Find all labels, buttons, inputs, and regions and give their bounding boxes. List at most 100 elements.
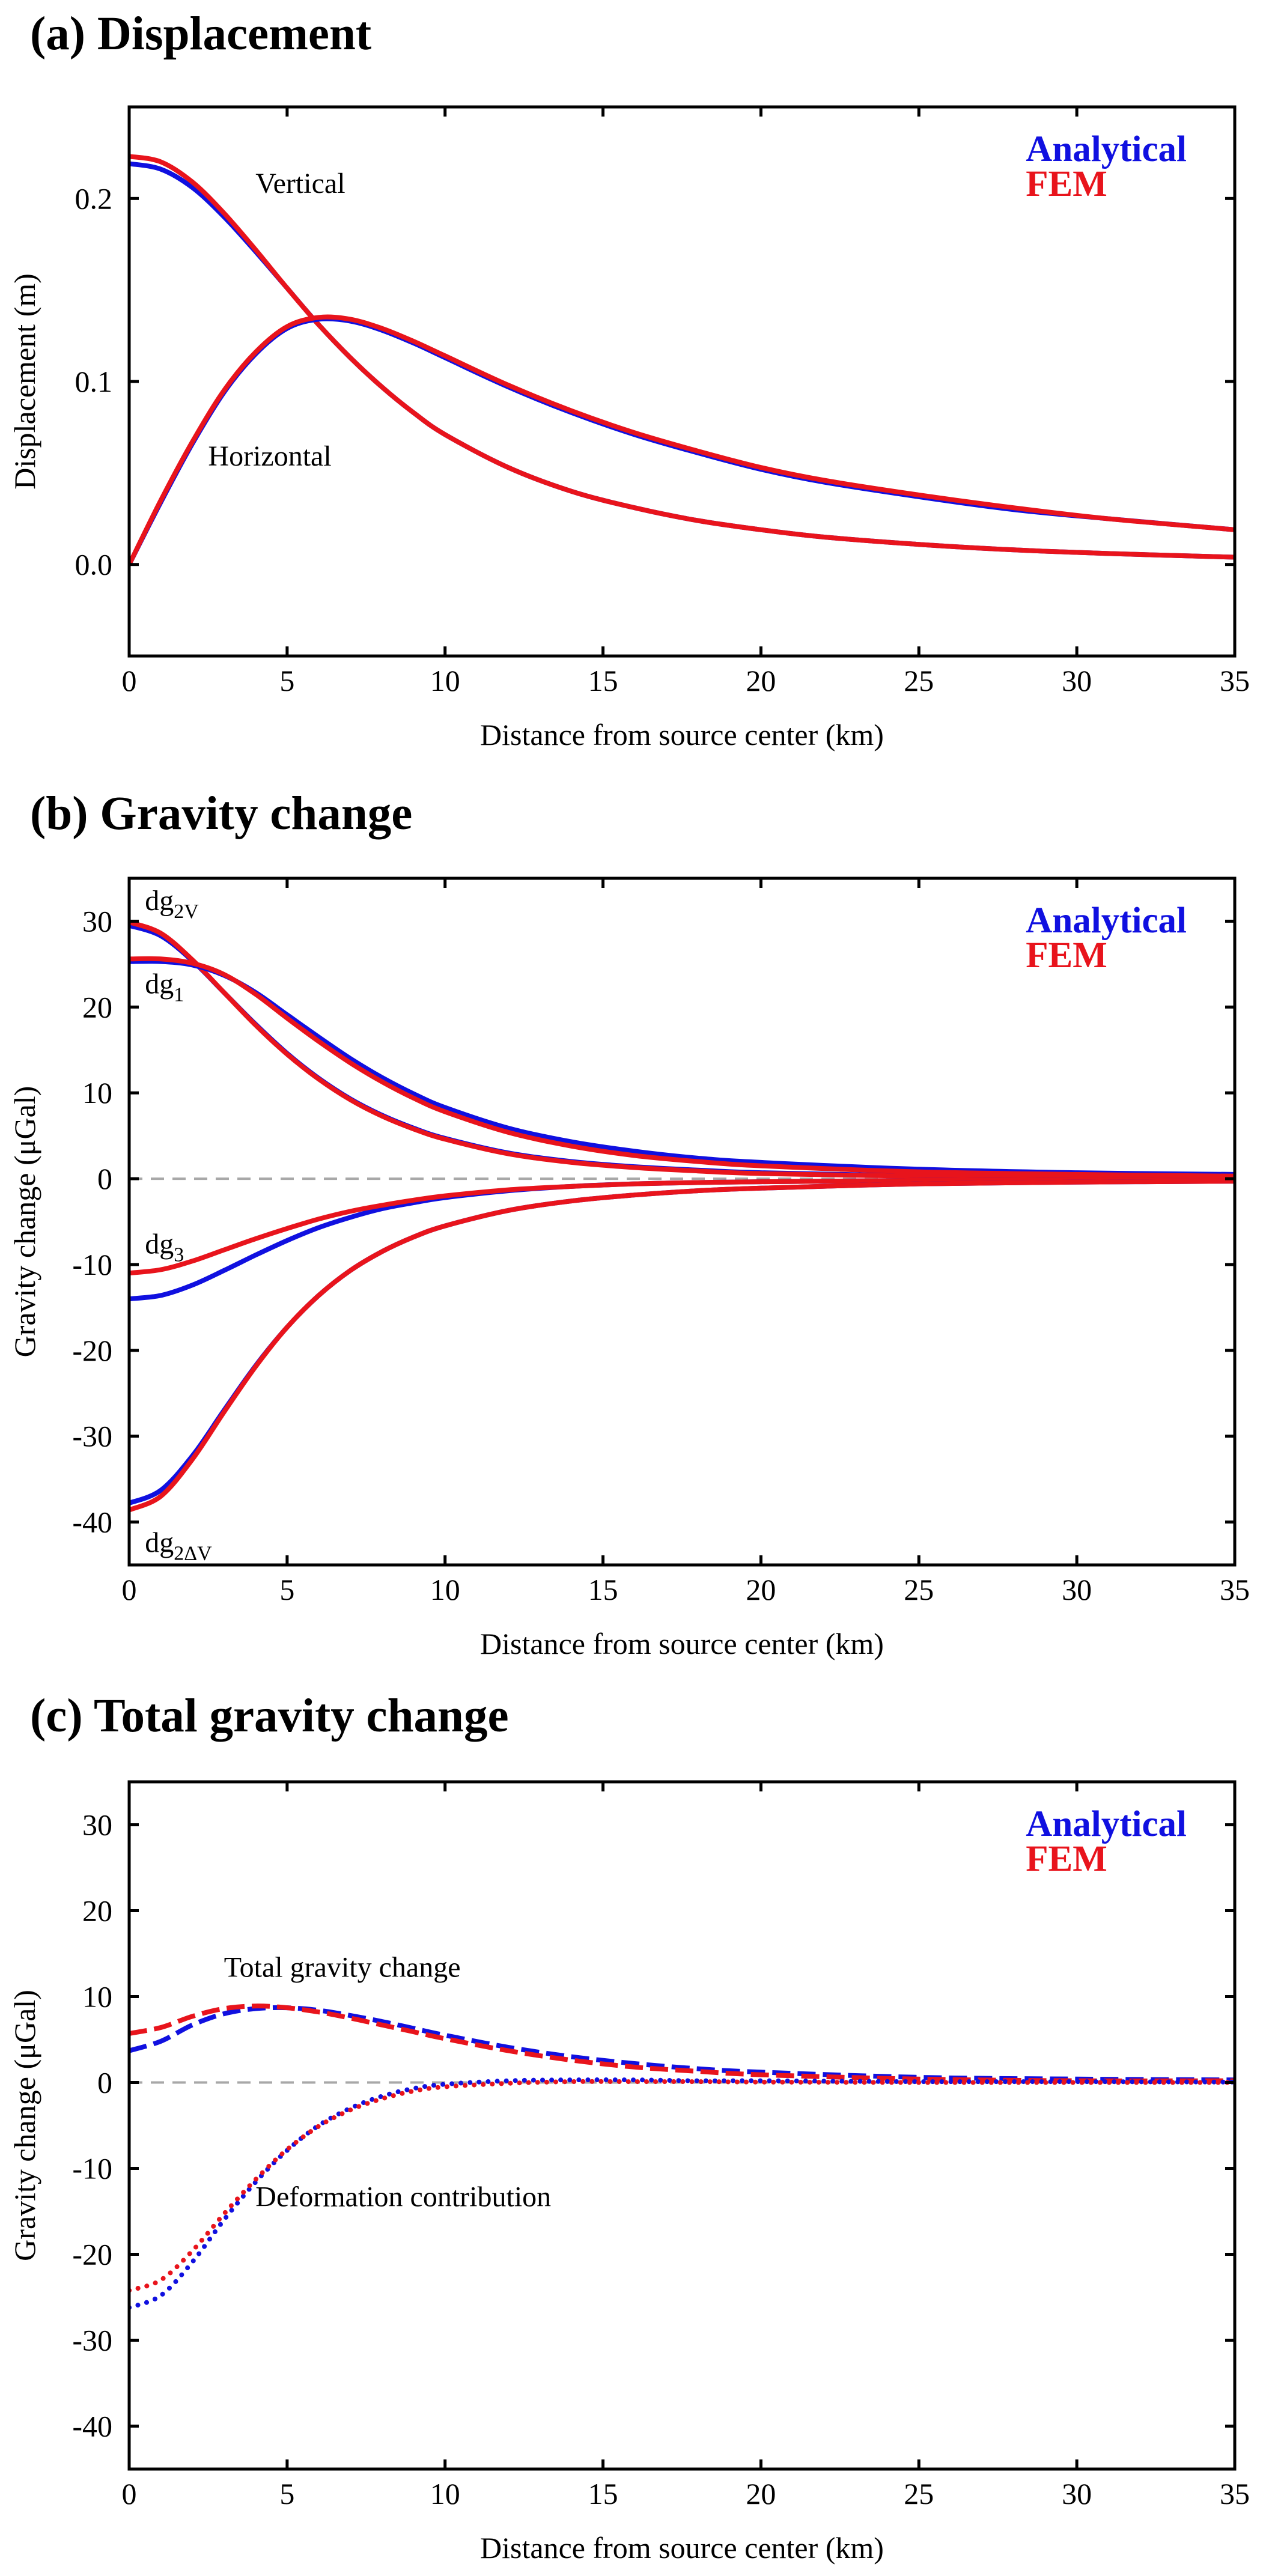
legend-entry-analytical: Analytical <box>1026 901 1187 941</box>
plot-frame <box>127 1780 1237 2471</box>
y-axis-label: Displacement (m) <box>8 273 41 490</box>
y-tick-label: 0.1 <box>75 365 113 398</box>
annotation-text: dg <box>145 885 174 917</box>
y-tick-label: 10 <box>82 1980 112 2014</box>
series-line-horizontal-fem <box>129 314 1235 566</box>
legend-entry-fem: FEM <box>1026 164 1107 204</box>
annotation-subscript: 2ΔV <box>174 1543 212 1565</box>
x-tick-label: 5 <box>279 2477 294 2511</box>
y-tick-label: -30 <box>72 1420 112 1453</box>
annotation-text: dg <box>145 968 174 1000</box>
x-tick-label: 15 <box>588 664 618 697</box>
series-line-dg3-fem <box>129 1177 1235 1276</box>
annotation-text: dg <box>145 1527 174 1559</box>
annotation-horizontal: Horizontal <box>208 440 331 472</box>
x-tick-label: 10 <box>430 2477 460 2511</box>
x-tick-label: 15 <box>588 1573 618 1606</box>
y-axis-label: Gravity change (μGal) <box>8 1990 41 2261</box>
series-line-deformation-contribution-analytical <box>129 2077 1235 2310</box>
series-line-total-gravity-change-analytical <box>129 2005 1235 2083</box>
annotation-text: Horizontal <box>208 440 331 472</box>
x-tick-label: 35 <box>1220 1573 1250 1606</box>
series-group <box>129 920 1235 1513</box>
y-tick-label: -30 <box>72 2324 112 2357</box>
x-tick-label: 0 <box>122 2477 137 2511</box>
panel-displacement: (a) Displacement 0 5 10 15 20 25 30 35 0.0 0.1 0.2 D… <box>8 8 1250 752</box>
x-tick-label: 15 <box>588 2477 618 2511</box>
legend-entry-analytical: Analytical <box>1026 129 1187 169</box>
series-line-dg1-analytical <box>129 959 1235 1177</box>
annotation-subscript: 1 <box>174 983 184 1006</box>
x-tick-label: 20 <box>746 2477 776 2511</box>
series-line-dg3-analytical <box>129 1177 1235 1302</box>
series-group <box>129 2003 1235 2310</box>
series-line-dg2v-fem <box>129 920 1235 1180</box>
x-tick-label: 35 <box>1220 664 1250 697</box>
annotation-dg-2v: dg2V <box>145 885 199 923</box>
y-tick-label: 20 <box>82 990 112 1024</box>
x-axis-label: Distance from source center (km) <box>480 2531 884 2565</box>
legend-entry-fem: FEM <box>1026 1839 1107 1879</box>
y-tick-label: 30 <box>82 1808 112 1842</box>
x-tick-label: 25 <box>904 2477 934 2511</box>
y-tick-label: 30 <box>82 904 112 938</box>
x-tick-label: 5 <box>279 1573 294 1606</box>
annotation-dg-3: dg3 <box>145 1228 184 1266</box>
x-tick-label: 25 <box>904 664 934 697</box>
series-line-dg1-fem <box>129 956 1235 1179</box>
series-line-vertical-fem <box>129 154 1235 560</box>
annotation-dg-2-v: dg2ΔV <box>145 1527 212 1565</box>
series-line-dg2-v-analytical <box>129 1179 1235 1505</box>
panel-total-gravity-change: (c) Total gravity change 0 5 10 15 20 25 30 35 -4… <box>8 1690 1250 2565</box>
x-tick-label: 0 <box>122 1573 137 1606</box>
x-tick-label: 25 <box>904 1573 934 1606</box>
panel-title: (b) Gravity change <box>30 788 412 840</box>
annotation-dg-1: dg1 <box>145 968 184 1006</box>
series-line-dg2-v-fem <box>129 1179 1235 1513</box>
series-line-total-gravity-change-fem <box>129 2003 1235 2083</box>
annotation-subscript: 2V <box>174 901 199 923</box>
x-tick-label: 10 <box>430 664 460 697</box>
x-tick-label: 30 <box>1062 664 1092 697</box>
annotation-total-gravity-change: Total gravity change <box>224 1952 461 1984</box>
series-group <box>129 154 1235 566</box>
x-tick-label: 30 <box>1062 1573 1092 1606</box>
panel-title: (a) Displacement <box>30 8 371 60</box>
series-line-vertical-analytical <box>129 161 1235 560</box>
annotation-text: Total gravity change <box>224 1952 461 1984</box>
y-tick-label: 0.2 <box>75 181 113 215</box>
y-tick-label: -20 <box>72 1334 112 1367</box>
annotation-text: Deformation contribution <box>255 2181 551 2213</box>
annotation-text: dg <box>145 1228 174 1260</box>
x-tick-label: 20 <box>746 664 776 697</box>
x-tick-label: 20 <box>746 1573 776 1606</box>
legend-entry-analytical: Analytical <box>1026 1804 1187 1844</box>
legend-entry-fem: FEM <box>1026 935 1107 976</box>
annotation-text: Vertical <box>255 168 345 199</box>
x-axis-label: Distance from source center (km) <box>480 718 884 752</box>
x-tick-label: 0 <box>122 664 137 697</box>
y-tick-label: 20 <box>82 1894 112 1928</box>
annotation-deformation-contribution: Deformation contribution <box>255 2181 551 2213</box>
x-tick-label: 35 <box>1220 2477 1250 2511</box>
y-tick-label: -10 <box>72 1248 112 1281</box>
y-tick-label: 0.0 <box>75 548 113 582</box>
annotation-subscript: 3 <box>174 1244 184 1266</box>
y-axis-label: Gravity change (μGal) <box>8 1086 41 1358</box>
x-tick-label: 5 <box>279 664 294 697</box>
y-tick-label: -40 <box>72 2410 112 2443</box>
y-tick-label: -40 <box>72 1505 112 1539</box>
y-tick-label: -10 <box>72 2152 112 2186</box>
plot-frame <box>127 876 1237 1567</box>
y-tick-label: -20 <box>72 2238 112 2271</box>
x-tick-label: 30 <box>1062 2477 1092 2511</box>
x-tick-label: 10 <box>430 1573 460 1606</box>
y-tick-label: 0 <box>97 1162 112 1195</box>
y-tick-label: 0 <box>97 2066 112 2100</box>
annotation-vertical: Vertical <box>255 168 345 199</box>
y-tick-label: 10 <box>82 1076 112 1110</box>
x-axis-label: Distance from source center (km) <box>480 1627 884 1660</box>
series-line-deformation-contribution-fem <box>129 2079 1235 2293</box>
